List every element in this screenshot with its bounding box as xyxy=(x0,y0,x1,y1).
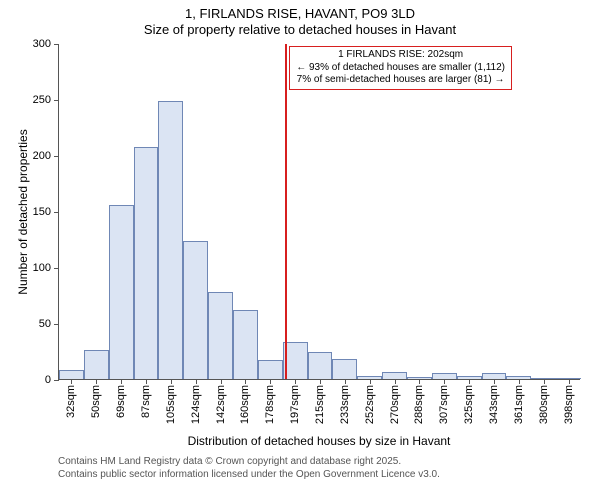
chart-container: 1, FIRLANDS RISE, HAVANT, PO9 3LD Size o… xyxy=(0,0,600,500)
y-tick-label: 300 xyxy=(33,38,51,50)
x-tick xyxy=(221,379,222,384)
x-axis-label: Distribution of detached houses by size … xyxy=(58,434,580,448)
histogram-bar xyxy=(208,292,233,379)
x-tick-label: 160sqm xyxy=(239,385,251,424)
x-tick-label: 252sqm xyxy=(364,385,376,424)
x-tick-label: 380sqm xyxy=(538,385,550,424)
y-tick-label: 0 xyxy=(45,374,51,386)
annotation-line: 1 FIRLANDS RISE: 202sqm xyxy=(296,49,505,62)
y-tick-label: 200 xyxy=(33,150,51,162)
x-tick xyxy=(345,379,346,384)
footer-line-2: Contains public sector information licen… xyxy=(58,469,440,482)
x-tick-label: 325sqm xyxy=(463,385,475,424)
x-tick xyxy=(419,379,420,384)
footer-attribution: Contains HM Land Registry data © Crown c… xyxy=(58,456,440,481)
y-tick xyxy=(54,324,59,325)
y-tick xyxy=(54,44,59,45)
histogram-bar xyxy=(84,350,109,379)
x-tick xyxy=(569,379,570,384)
x-tick-label: 32sqm xyxy=(65,385,77,418)
histogram-bar xyxy=(109,205,134,379)
x-tick xyxy=(171,379,172,384)
x-tick-label: 215sqm xyxy=(314,385,326,424)
x-tick xyxy=(295,379,296,384)
x-tick xyxy=(320,379,321,384)
y-tick-label: 250 xyxy=(33,94,51,106)
y-tick xyxy=(54,380,59,381)
x-tick xyxy=(395,379,396,384)
x-tick-label: 398sqm xyxy=(563,385,575,424)
x-tick-label: 233sqm xyxy=(339,385,351,424)
y-tick-label: 100 xyxy=(33,262,51,274)
x-tick-label: 124sqm xyxy=(190,385,202,424)
x-tick xyxy=(494,379,495,384)
x-tick xyxy=(146,379,147,384)
histogram-bar xyxy=(258,360,283,379)
y-tick xyxy=(54,268,59,269)
annotation-line: 7% of semi-detached houses are larger (8… xyxy=(296,74,505,87)
title-line-2: Size of property relative to detached ho… xyxy=(0,22,600,38)
y-tick xyxy=(54,212,59,213)
chart-title: 1, FIRLANDS RISE, HAVANT, PO9 3LD Size o… xyxy=(0,0,600,37)
x-tick-label: 69sqm xyxy=(115,385,127,418)
x-tick xyxy=(469,379,470,384)
histogram-bar xyxy=(233,310,258,379)
y-tick-label: 50 xyxy=(39,318,51,330)
x-tick xyxy=(71,379,72,384)
x-tick-label: 105sqm xyxy=(165,385,177,424)
x-tick-label: 142sqm xyxy=(215,385,227,424)
title-line-1: 1, FIRLANDS RISE, HAVANT, PO9 3LD xyxy=(0,6,600,22)
x-tick xyxy=(544,379,545,384)
x-tick xyxy=(370,379,371,384)
y-tick xyxy=(54,100,59,101)
footer-line-1: Contains HM Land Registry data © Crown c… xyxy=(58,456,440,469)
x-tick-label: 270sqm xyxy=(389,385,401,424)
histogram-bar xyxy=(158,101,183,379)
annotation-box: 1 FIRLANDS RISE: 202sqm← 93% of detached… xyxy=(289,46,512,90)
x-tick-label: 307sqm xyxy=(438,385,450,424)
x-tick xyxy=(519,379,520,384)
x-tick xyxy=(245,379,246,384)
y-tick-label: 150 xyxy=(33,206,51,218)
x-tick-label: 197sqm xyxy=(289,385,301,424)
x-tick xyxy=(444,379,445,384)
histogram-bar xyxy=(332,359,357,379)
x-tick-label: 50sqm xyxy=(90,385,102,418)
histogram-bar xyxy=(183,241,208,379)
plot-area: 05010015020025030032sqm50sqm69sqm87sqm10… xyxy=(58,44,580,380)
x-tick-label: 343sqm xyxy=(488,385,500,424)
histogram-bar xyxy=(382,372,407,379)
x-tick-label: 87sqm xyxy=(140,385,152,418)
x-tick xyxy=(270,379,271,384)
reference-line xyxy=(285,44,287,379)
histogram-bar xyxy=(59,370,84,379)
y-tick xyxy=(54,156,59,157)
x-tick xyxy=(96,379,97,384)
y-axis-label: Number of detached properties xyxy=(16,129,30,294)
x-tick xyxy=(196,379,197,384)
x-tick-label: 361sqm xyxy=(513,385,525,424)
histogram-bar xyxy=(134,147,159,379)
annotation-line: ← 93% of detached houses are smaller (1,… xyxy=(296,62,505,75)
x-tick xyxy=(121,379,122,384)
histogram-bar xyxy=(308,352,333,379)
x-tick-label: 288sqm xyxy=(413,385,425,424)
x-tick-label: 178sqm xyxy=(264,385,276,424)
